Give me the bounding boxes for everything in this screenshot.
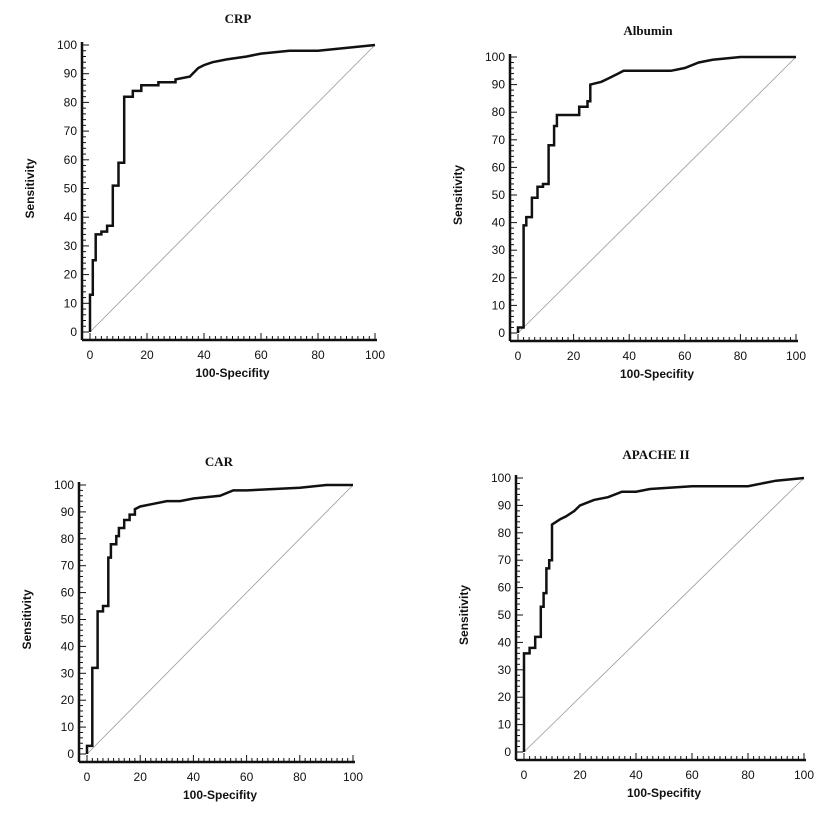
y-tick-label: 100: [57, 38, 77, 52]
x-tick-label: 80: [311, 348, 325, 362]
y-tick-label: 0: [498, 326, 505, 340]
y-tick-label: 0: [504, 745, 511, 759]
chart-title: Albumin: [623, 23, 673, 38]
x-tick-label: 0: [87, 348, 94, 362]
reference-diagonal: [89, 44, 376, 333]
y-tick-label: 90: [492, 78, 506, 92]
x-tick-label: 100: [365, 348, 385, 362]
y-tick-label: 60: [64, 153, 78, 167]
x-axis-label: 100-Specifity: [183, 788, 257, 802]
x-tick-label: 80: [734, 349, 748, 363]
x-axis-label: 100-Specifity: [620, 367, 694, 381]
y-tick-label: 0: [70, 325, 77, 339]
x-axis-label: 100-Specifity: [195, 366, 269, 380]
roc-panel-1: Albumin 0 20 40 60 80 100 0 10 20 30 40 50 60 70 80 90 10…: [451, 23, 806, 381]
x-tick-label: 60: [240, 770, 254, 784]
y-tick-label: 80: [61, 532, 75, 546]
y-tick-label: 10: [492, 298, 506, 312]
x-tick-label: 0: [521, 768, 528, 782]
x-tick-label: 100: [794, 768, 814, 782]
x-tick-label: 40: [197, 348, 211, 362]
y-tick-label: 0: [67, 747, 74, 761]
y-tick-label: 20: [498, 690, 512, 704]
y-tick-label: 70: [64, 124, 78, 138]
x-tick-label: 100: [786, 349, 806, 363]
x-tick-label: 0: [515, 349, 522, 363]
y-tick-label: 100: [54, 478, 74, 492]
chart-title: APACHE II: [622, 447, 689, 462]
y-tick-label: 60: [492, 160, 506, 174]
y-tick-label: 90: [498, 498, 512, 512]
y-tick-label: 40: [64, 210, 78, 224]
y-axis-label: Sensitivity: [23, 158, 37, 218]
y-tick-label: 70: [492, 133, 506, 147]
x-tick-label: 80: [741, 768, 755, 782]
x-tick-label: 0: [84, 770, 91, 784]
y-tick-label: 60: [498, 581, 512, 595]
y-axis-label: Sensitivity: [457, 585, 471, 645]
roc-panel-0: CRP 0 20 40 60 80 100 0 10 20 30 40 50 60 70 80 90 100 100…: [23, 11, 385, 380]
y-tick-label: 70: [61, 559, 75, 573]
roc-curve: [85, 483, 353, 754]
x-tick-label: 20: [140, 348, 154, 362]
y-tick-label: 30: [498, 663, 512, 677]
y-tick-label: 50: [61, 613, 75, 627]
y-tick-label: 40: [498, 635, 512, 649]
y-tick-label: 90: [64, 67, 78, 81]
y-tick-label: 20: [61, 693, 75, 707]
x-tick-label: 40: [623, 349, 637, 363]
y-tick-label: 50: [492, 188, 506, 202]
y-tick-label: 50: [64, 182, 78, 196]
y-tick-label: 100: [485, 50, 505, 64]
roc-panel-3: APACHE II 0 20 40 60 80 100 0 10 20 30 40 50 60 70 80 90…: [457, 447, 814, 800]
y-tick-label: 100: [491, 471, 511, 485]
y-tick-label: 80: [498, 526, 512, 540]
x-tick-label: 40: [629, 768, 643, 782]
y-axis-label: Sensitivity: [451, 165, 465, 225]
x-tick-label: 20: [567, 349, 581, 363]
y-tick-label: 10: [61, 720, 75, 734]
x-tick-label: 40: [187, 770, 201, 784]
x-axis-label: 100-Specifity: [627, 786, 701, 800]
chart-title: CRP: [225, 11, 252, 26]
y-axis-label: Sensitivity: [20, 589, 34, 649]
y-tick-label: 30: [64, 239, 78, 253]
y-tick-label: 50: [498, 608, 512, 622]
y-tick-label: 20: [64, 268, 78, 282]
y-tick-label: 40: [492, 216, 506, 230]
y-tick-label: 80: [492, 105, 506, 119]
x-tick-label: 20: [573, 768, 587, 782]
y-tick-label: 70: [498, 553, 512, 567]
x-tick-label: 20: [134, 770, 148, 784]
y-tick-label: 60: [61, 586, 75, 600]
y-tick-label: 30: [61, 666, 75, 680]
reference-diagonal: [517, 56, 797, 334]
x-tick-label: 60: [678, 349, 692, 363]
roc-panel-2: CAR 0 20 40 60 80 100 0 10 20 30 40 50 60 70 80 90 100 100…: [20, 454, 363, 802]
x-tick-label: 60: [254, 348, 268, 362]
reference-diagonal: [523, 477, 805, 753]
roc-curve: [522, 476, 805, 752]
y-tick-label: 40: [61, 639, 75, 653]
x-tick-label: 100: [343, 770, 363, 784]
y-tick-label: 80: [64, 95, 78, 109]
y-tick-label: 20: [492, 271, 506, 285]
y-tick-label: 90: [61, 505, 75, 519]
roc-curve: [88, 43, 376, 332]
x-tick-label: 60: [685, 768, 699, 782]
y-tick-label: 10: [498, 718, 512, 732]
y-tick-label: 30: [492, 243, 506, 257]
reference-diagonal: [86, 484, 354, 755]
y-tick-label: 10: [64, 296, 78, 310]
chart-title: CAR: [205, 454, 234, 469]
x-tick-label: 80: [293, 770, 307, 784]
roc-curve: [516, 55, 796, 333]
